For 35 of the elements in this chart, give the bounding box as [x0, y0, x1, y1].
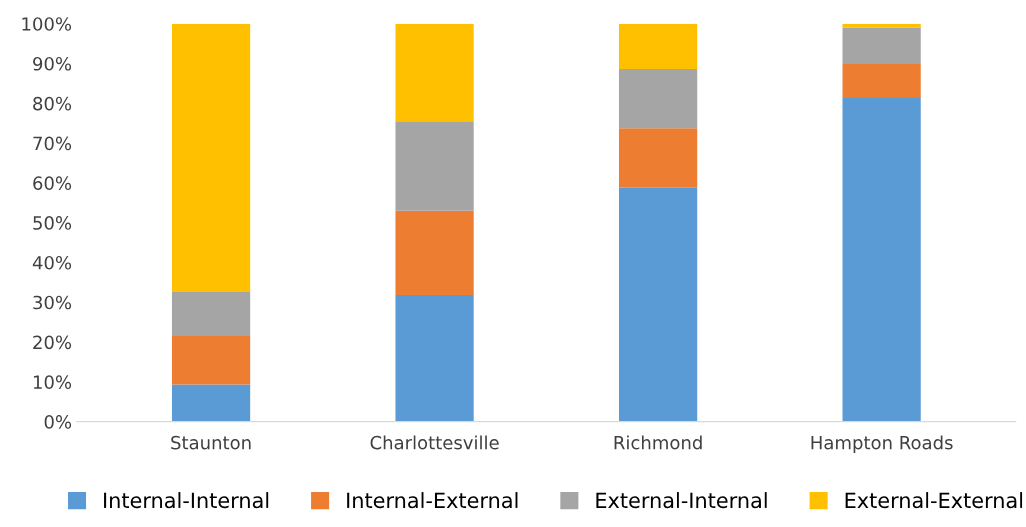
y-tick-label: 0%	[44, 415, 72, 429]
y-tick-label: 70%	[33, 136, 72, 151]
y-tick-label: 90%	[33, 56, 72, 71]
y-tick-label: 30%	[33, 295, 72, 310]
bar	[171, 336, 251, 385]
y-tick-label: 60%	[33, 176, 72, 190]
bar	[395, 210, 474, 296]
bar	[842, 27, 921, 64]
bar	[171, 23, 251, 292]
bar	[618, 23, 698, 70]
bar	[395, 295, 474, 422]
x-tick-label: Hampton Roads	[811, 435, 953, 453]
y-tick-label: 40%	[32, 255, 72, 270]
x-tick-label: Richmond	[614, 435, 702, 450]
y-tick-label: 50%	[33, 216, 72, 230]
x-tick-label: Charlottesville	[370, 435, 499, 450]
bar	[618, 128, 698, 188]
bar	[618, 69, 698, 129]
x-tick-label: Staunton	[171, 435, 251, 450]
y-tick-label: 10%	[33, 375, 72, 389]
bar	[618, 187, 698, 422]
bar	[842, 63, 921, 99]
bar	[842, 98, 921, 422]
bar	[171, 291, 251, 337]
legend-label: Internal-Internal	[104, 492, 269, 509]
y-tick-label: 100%	[22, 17, 72, 31]
bar	[842, 23, 921, 28]
legend-label: External-Internal	[596, 492, 767, 509]
bar	[395, 23, 474, 122]
legend-label: External-External	[845, 492, 1023, 509]
legend-label: Internal-External	[347, 492, 518, 509]
bar	[395, 121, 474, 211]
y-tick-label: 20%	[33, 335, 72, 350]
y-tick-label: 80%	[33, 96, 72, 111]
bar	[171, 384, 251, 422]
